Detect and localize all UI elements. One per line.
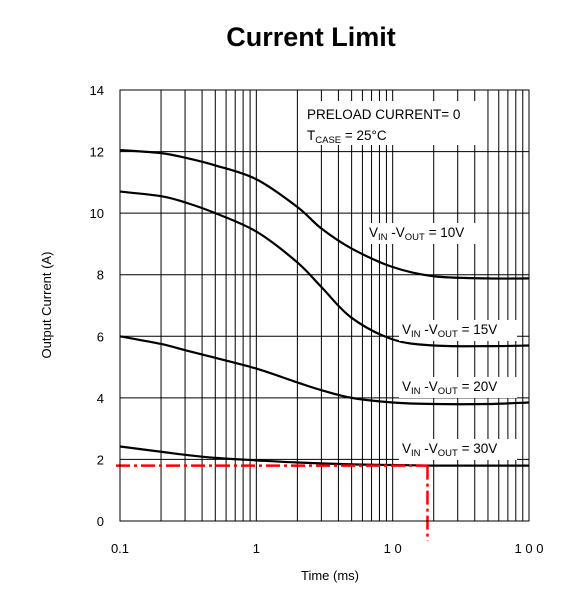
y-tick-label: 12 (90, 145, 104, 160)
preload-annotation: PRELOAD CURRENT= 0 (307, 107, 460, 122)
series-label-4: VIN -VOUT = 30V (402, 441, 497, 459)
x-tick-label: 0.1 (111, 541, 129, 556)
x-tick-label: 1 0 0 (515, 541, 544, 556)
chart-annotations: PRELOAD CURRENT= 0 TCASE = 25°C VIN -VOUT … (302, 101, 517, 460)
series-label-background (399, 377, 517, 398)
tcase-annotation: TCASE = 25°C (307, 128, 387, 146)
y-tick-label: 10 (90, 206, 104, 221)
chart-curves (119, 148, 530, 467)
series-line-4 (119, 445, 529, 467)
chart-title: Current Limit (226, 22, 396, 52)
axis-ticks: 0.1 1 1 0 1 0 0 0 2 4 6 8 10 12 14 (90, 83, 544, 556)
y-tick-label: 6 (97, 329, 104, 344)
y-tick-label: 2 (97, 452, 104, 467)
y-tick-label: 4 (97, 391, 104, 406)
series-label-background (399, 439, 517, 460)
series-label-3: VIN -VOUT = 20V (402, 379, 497, 397)
y-tick-label: 8 (97, 268, 104, 283)
series-label-background (366, 223, 484, 244)
x-axis-label: Time (ms) (301, 568, 359, 583)
x-tick-label: 1 (253, 541, 260, 556)
annotation-background (302, 101, 478, 145)
y-tick-label: 0 (97, 514, 104, 529)
plot-frame (119, 89, 530, 522)
series-label-1: VIN -VOUT = 10V (369, 225, 464, 243)
series-label-2: VIN -VOUT = 15V (402, 322, 497, 340)
series-label-background (399, 320, 517, 341)
y-axis-label: Output Current (A) (39, 252, 54, 359)
y-tick-label: 14 (90, 83, 104, 98)
x-tick-label: 1 0 (384, 541, 402, 556)
series-line-3 (119, 335, 530, 406)
series-line-1 (119, 148, 530, 280)
chart-reference-lines (116, 464, 429, 541)
series-line-2 (119, 190, 530, 348)
